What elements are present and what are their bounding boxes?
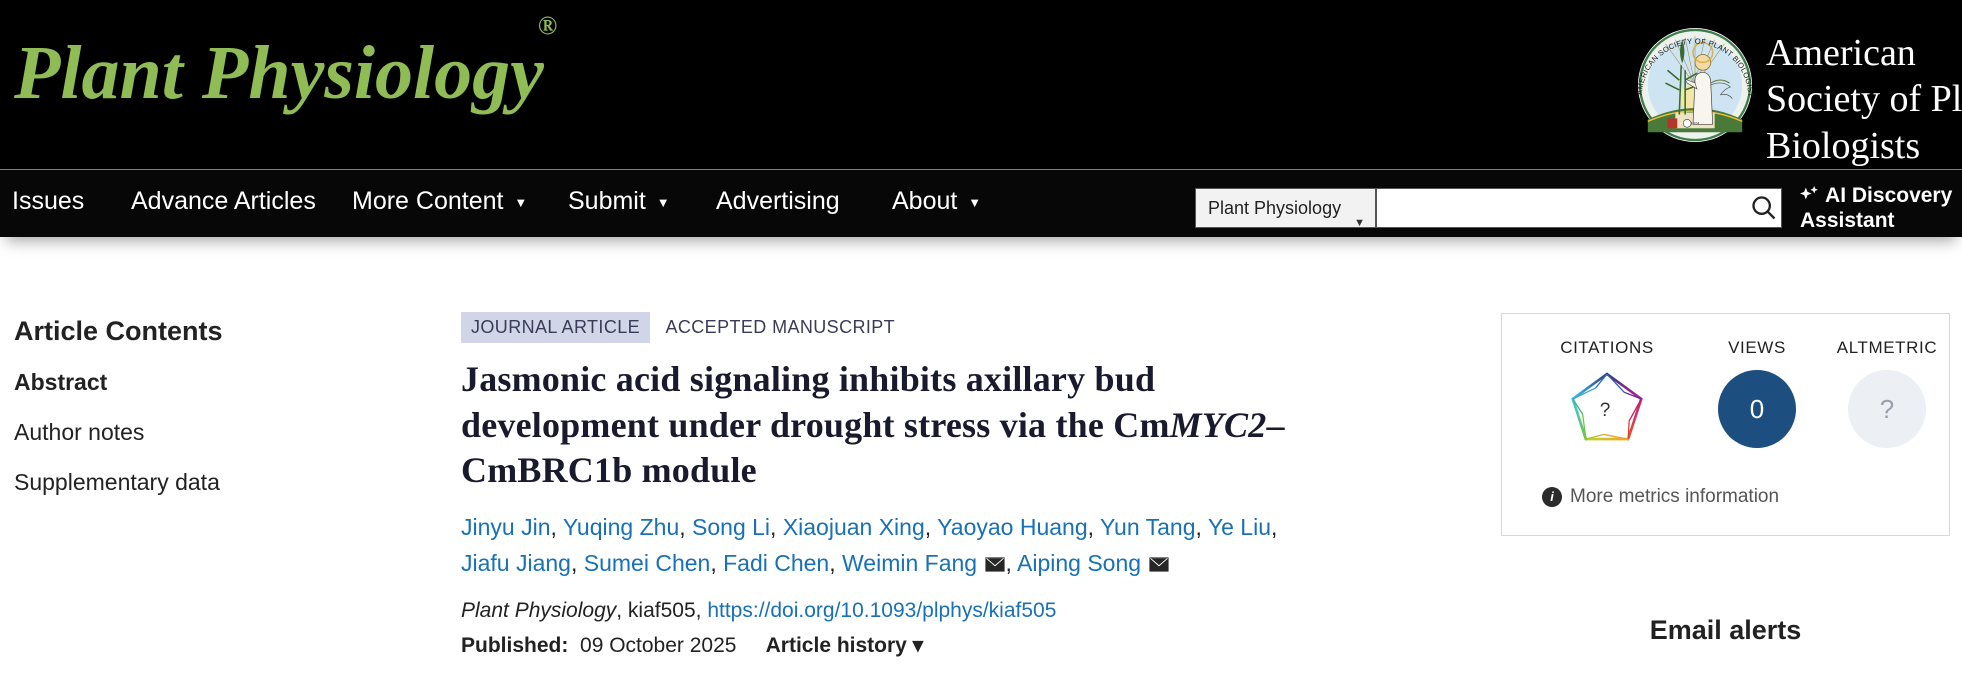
svg-text:?: ?: [1600, 400, 1611, 421]
svg-text:1924: 1924: [1691, 120, 1701, 125]
